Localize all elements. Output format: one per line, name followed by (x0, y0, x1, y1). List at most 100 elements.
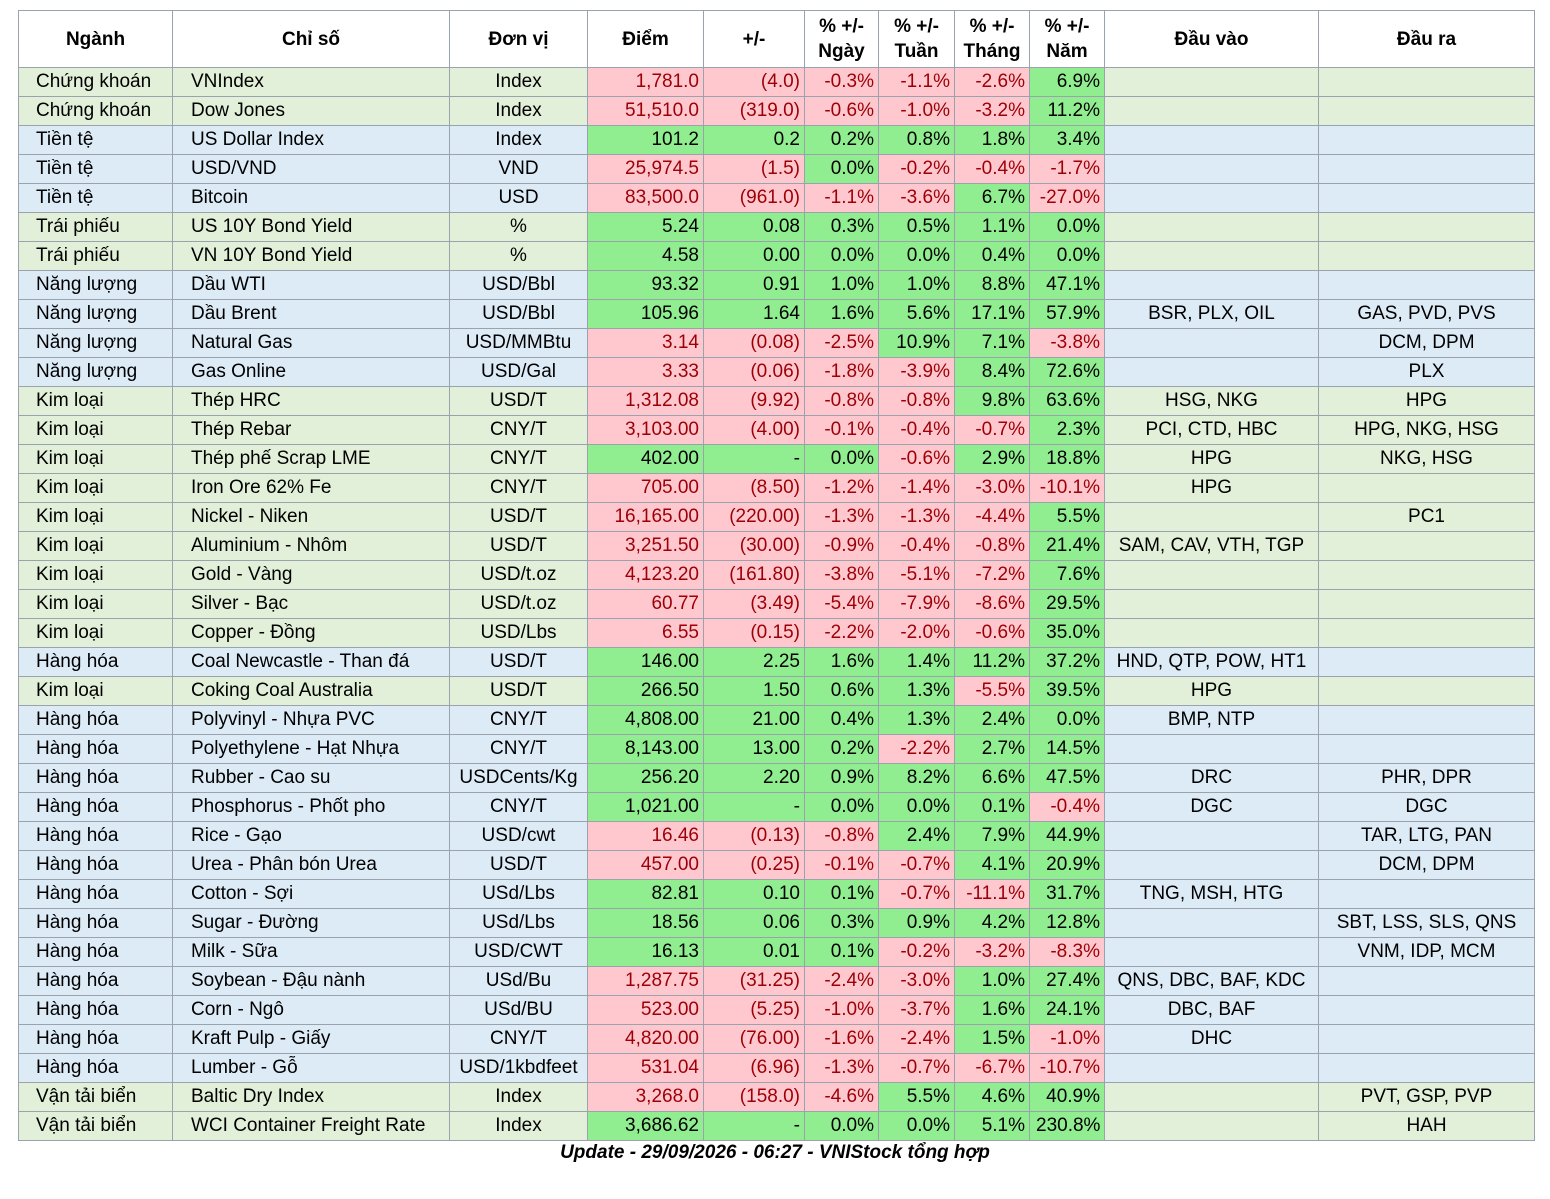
index-name-cell: Gas Online (172, 357, 450, 387)
year-pct-cell: -8.3% (1029, 937, 1105, 967)
sector-cell: Năng lượng (18, 270, 173, 300)
year-pct-cell: 7.6% (1029, 560, 1105, 590)
output-tickers-cell (1318, 995, 1535, 1025)
table-row: Trái phiếu VN 10Y Bond Yield% 4.58 0.00 0.0%… (18, 241, 1535, 271)
input-tickers-cell (1104, 618, 1319, 648)
output-tickers-cell (1318, 96, 1535, 126)
change-cell: 2.25 (703, 647, 805, 677)
week-pct-cell: -0.2% (878, 937, 955, 967)
sector-cell: Hàng hóa (18, 879, 173, 909)
table-row: Kim loại Gold - Vàng USD/t.oz 4,123.20 (161.… (18, 560, 1535, 590)
unit-cell: CNY/T (449, 1024, 588, 1054)
index-name-cell: Cotton - Sợi (172, 879, 450, 909)
month-pct-cell: 1.5% (954, 1024, 1030, 1054)
sector-cell: Hàng hóa (18, 850, 173, 880)
value-cell: 3,268.0 (587, 1082, 704, 1112)
output-tickers-cell (1318, 589, 1535, 619)
day-pct-cell: 1.0% (804, 270, 879, 300)
table-row: Kim loại Nickel - Niken USD/T 16,165.00 (220… (18, 502, 1535, 532)
year-pct-cell: 0.0% (1029, 241, 1105, 271)
table-row: Hàng hóa Rubber - Cao su USDCents/Kg 256.20… (18, 763, 1535, 793)
index-name-cell: Thép phế Scrap LME (172, 444, 450, 474)
value-cell: 93.32 (587, 270, 704, 300)
week-pct-cell: -0.7% (878, 1053, 955, 1083)
output-tickers-cell: DCM, DPM (1318, 328, 1535, 358)
value-cell: 5.24 (587, 212, 704, 242)
unit-cell: CNY/T (449, 792, 588, 822)
change-cell: 0.91 (703, 270, 805, 300)
change-cell: 0.01 (703, 937, 805, 967)
output-tickers-cell (1318, 676, 1535, 706)
unit-cell: USD/t.oz (449, 560, 588, 590)
unit-cell: USD/T (449, 502, 588, 532)
day-pct-cell: -1.1% (804, 183, 879, 213)
table-row: Hàng hóa Sugar - Đường USd/Lbs 18.56 0.06 0.3… (18, 908, 1535, 938)
week-pct-cell: -0.7% (878, 879, 955, 909)
week-pct-cell: -0.7% (878, 850, 955, 880)
week-pct-cell: -0.8% (878, 386, 955, 416)
value-cell: 16.13 (587, 937, 704, 967)
value-cell: 266.50 (587, 676, 704, 706)
input-tickers-cell: DBC, BAF (1104, 995, 1319, 1025)
unit-cell: USD/T (449, 850, 588, 880)
index-name-cell: Nickel - Niken (172, 502, 450, 532)
sector-cell: Vận tải biển (18, 1082, 173, 1112)
table-row: Hàng hóa Rice - Gạo USD/cwt 16.46 (0.13) -0.8… (18, 821, 1535, 851)
index-name-cell: Urea - Phân bón Urea (172, 850, 450, 880)
input-tickers-cell: PCI, CTD, HBC (1104, 415, 1319, 445)
month-pct-cell: -0.8% (954, 531, 1030, 561)
value-cell: 8,143.00 (587, 734, 704, 764)
week-pct-cell: 0.9% (878, 908, 955, 938)
week-pct-cell: -3.9% (878, 357, 955, 387)
year-pct-cell: 21.4% (1029, 531, 1105, 561)
week-pct-cell: 0.0% (878, 792, 955, 822)
year-pct-cell: -1.0% (1029, 1024, 1105, 1054)
commodity-table: Ngành Chỉ số Đơn vị Điểm +/- % +/- Ngày %… (18, 10, 1535, 1141)
week-pct-cell: -1.1% (878, 67, 955, 97)
sector-cell: Tiền tệ (18, 125, 173, 155)
month-pct-cell: 11.2% (954, 647, 1030, 677)
sector-cell: Trái phiếu (18, 212, 173, 242)
output-tickers-cell: TAR, LTG, PAN (1318, 821, 1535, 851)
year-pct-cell: -3.8% (1029, 328, 1105, 358)
change-cell: (6.96) (703, 1053, 805, 1083)
output-tickers-cell (1318, 966, 1535, 996)
year-pct-cell: -10.1% (1029, 473, 1105, 503)
change-cell: 0.10 (703, 879, 805, 909)
value-cell: 4,123.20 (587, 560, 704, 590)
sector-cell: Hàng hóa (18, 995, 173, 1025)
output-tickers-cell: DCM, DPM (1318, 850, 1535, 880)
output-tickers-cell: HPG, NKG, HSG (1318, 415, 1535, 445)
table-row: Hàng hóa Polyethylene - Hạt Nhựa CNY/T 8,14… (18, 734, 1535, 764)
index-name-cell: Copper - Đồng (172, 618, 450, 648)
unit-cell: USD/Bbl (449, 299, 588, 329)
output-tickers-cell (1318, 270, 1535, 300)
unit-cell: Index (449, 96, 588, 126)
header-day-line1: % +/- (819, 16, 864, 37)
year-pct-cell: 37.2% (1029, 647, 1105, 677)
value-cell: 1,312.08 (587, 386, 704, 416)
value-cell: 3,686.62 (587, 1111, 704, 1141)
index-name-cell: Sugar - Đường (172, 908, 450, 938)
header-input: Đầu vào (1104, 10, 1319, 68)
week-pct-cell: -7.9% (878, 589, 955, 619)
input-tickers-cell: SAM, CAV, VTH, TGP (1104, 531, 1319, 561)
month-pct-cell: 6.7% (954, 183, 1030, 213)
sector-cell: Hàng hóa (18, 1053, 173, 1083)
month-pct-cell: -6.7% (954, 1053, 1030, 1083)
day-pct-cell: -1.0% (804, 995, 879, 1025)
change-cell: (76.00) (703, 1024, 805, 1054)
unit-cell: USDCents/Kg (449, 763, 588, 793)
month-pct-cell: -11.1% (954, 879, 1030, 909)
week-pct-cell: 5.6% (878, 299, 955, 329)
header-month-line2: Tháng (963, 41, 1021, 62)
week-pct-cell: 2.4% (878, 821, 955, 851)
table-row: Kim loại Thép HRC USD/T 1,312.08 (9.92) -0.8%… (18, 386, 1535, 416)
unit-cell: USD/1kbdfeet (449, 1053, 588, 1083)
sector-cell: Kim loại (18, 386, 173, 416)
output-tickers-cell: VNM, IDP, MCM (1318, 937, 1535, 967)
day-pct-cell: -0.1% (804, 415, 879, 445)
week-pct-cell: -1.4% (878, 473, 955, 503)
week-pct-cell: 5.5% (878, 1082, 955, 1112)
sector-cell: Năng lượng (18, 357, 173, 387)
